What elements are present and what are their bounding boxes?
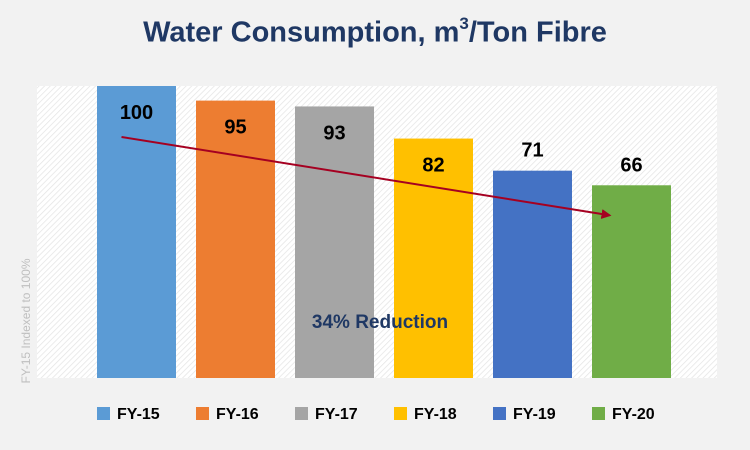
chart-title-superscript: 3	[459, 14, 469, 33]
data-label-fy-15: 100	[120, 102, 153, 124]
legend-label-fy-16: FY-16	[216, 406, 259, 423]
legend-swatch-fy-15	[97, 407, 110, 420]
legend-swatch-fy-16	[196, 407, 209, 420]
legend-label-fy-18: FY-18	[414, 406, 457, 423]
bar-fy-19	[493, 170, 572, 378]
data-label-fy-19: 71	[521, 140, 543, 162]
legend-swatch-fy-20	[592, 407, 605, 420]
legend-label-fy-15: FY-15	[117, 406, 160, 423]
bar-fy-17	[295, 106, 374, 378]
legend-label-fy-20: FY-20	[612, 406, 655, 423]
reduction-annotation: 34% Reduction	[312, 312, 448, 333]
data-label-fy-20: 66	[620, 154, 642, 176]
chart-title-suffix: /Ton Fibre	[468, 16, 607, 49]
bar-fy-16	[196, 100, 275, 378]
legend-swatch-fy-18	[394, 407, 407, 420]
bar-fy-15	[97, 86, 176, 378]
bar-fy-18	[394, 138, 473, 378]
chart-title: Water Consumption, m3/Ton Fibre	[0, 14, 750, 50]
trend-arrow	[121, 136, 612, 219]
data-label-fy-18: 82	[422, 155, 444, 177]
legend-label-fy-17: FY-17	[315, 406, 358, 423]
legend-label-fy-19: FY-19	[513, 406, 556, 423]
data-label-fy-17: 93	[323, 122, 345, 144]
data-label-fy-16: 95	[224, 117, 246, 139]
legend-swatch-fy-17	[295, 407, 308, 420]
chart-title-main: Water Consumption, m	[143, 16, 460, 49]
legend-swatch-fy-19	[493, 407, 506, 420]
